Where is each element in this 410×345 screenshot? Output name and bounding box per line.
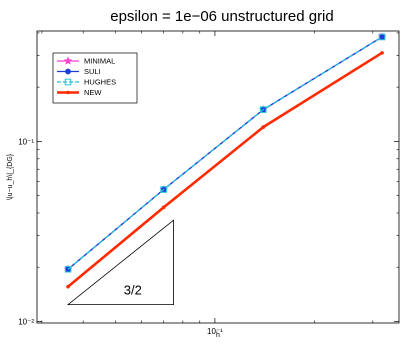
legend-marker-minimal	[63, 56, 73, 65]
series-new	[66, 51, 384, 289]
slope-triangle: 3/2	[66, 219, 174, 305]
data-point-hughes	[64, 265, 72, 273]
series-line-new	[67, 51, 383, 288]
series-line-hughes	[67, 36, 383, 270]
plot-area-frame	[36, 30, 400, 324]
legend-label-minimal: MINIMAL	[84, 57, 115, 66]
legend-label-new: NEW	[84, 88, 102, 97]
slope-label: 3/2	[124, 283, 142, 298]
data-point-new	[261, 125, 266, 129]
y-axis-label: \|u−u_h\|_{DG}	[7, 153, 14, 200]
series-hughes	[64, 33, 386, 273]
slope-triangle-shape	[66, 219, 174, 305]
data-point-hughes	[378, 33, 386, 41]
x-axis-label: h	[216, 332, 220, 339]
data-point-new	[380, 51, 384, 55]
legend-marker-hughes	[64, 78, 72, 86]
data-point-new	[66, 284, 70, 289]
x-tick-label: 10⁻¹	[207, 327, 223, 336]
series-group	[63, 32, 387, 289]
legend-label-hughes: HUGHES	[84, 78, 116, 87]
data-point-hughes	[259, 106, 267, 113]
axis-ticks: 10⁻¹ 10⁻² 10⁻¹	[18, 31, 399, 336]
y-tick-label: 10⁻²	[18, 317, 34, 326]
legend-label-suli: SULI	[84, 67, 101, 76]
data-point-hughes	[160, 186, 167, 193]
legend-marker-suli	[65, 68, 71, 75]
chart-title: epsilon = 1e−06 unstructured grid	[110, 8, 333, 25]
legend-marker-new	[66, 90, 70, 95]
y-tick-label: 10⁻¹	[18, 137, 34, 146]
data-point-new	[161, 205, 166, 210]
